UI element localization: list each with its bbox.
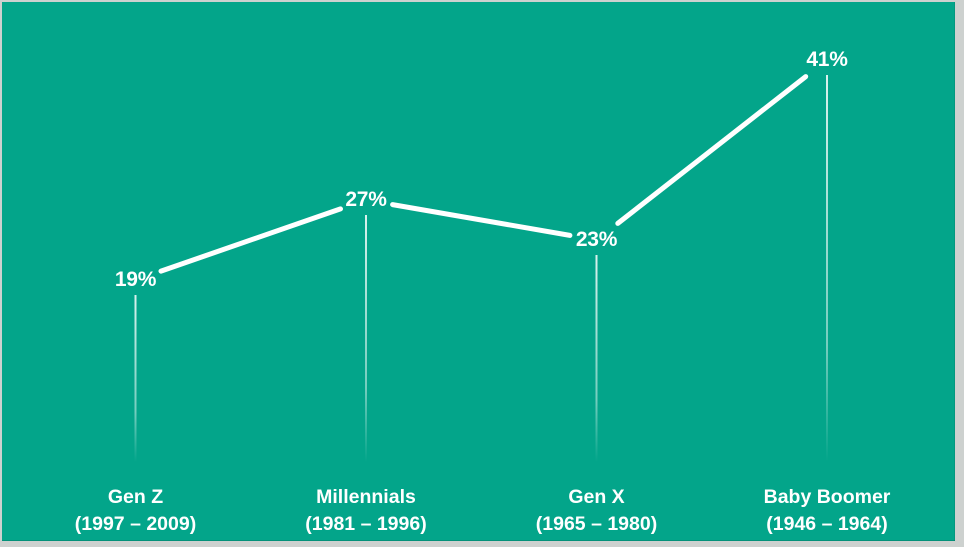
drop-lines-group: [134, 75, 828, 462]
trend-line-segment: [158, 206, 343, 274]
category-year-range: (1997 – 2009): [74, 513, 197, 535]
value-label: 27%: [345, 188, 387, 211]
value-label: 41%: [806, 48, 848, 71]
category-name: Gen X: [568, 486, 625, 508]
trend-line-group: [158, 74, 809, 274]
drop-line: [134, 295, 137, 462]
trend-line-segment: [615, 74, 809, 226]
category-year-range: (1946 – 1964): [766, 513, 888, 535]
category-label: Gen Z (1997 – 2009): [75, 484, 196, 538]
trend-line-segment: [390, 202, 573, 238]
category-year-range: (1981 – 1996): [305, 513, 427, 535]
category-name: Millennials: [316, 486, 416, 508]
drop-line: [826, 75, 828, 462]
value-label: 23%: [575, 228, 618, 251]
category-name: Gen Z: [107, 486, 164, 508]
category-label: Baby Boomer (1946 – 1964): [764, 484, 891, 538]
drop-line: [595, 255, 598, 462]
category-year-range: (1965 – 1980): [535, 513, 658, 535]
category-label: Gen X (1965 – 1980): [536, 484, 657, 538]
category-label: Millennials (1981 – 1996): [305, 484, 426, 538]
category-name: Baby Boomer: [763, 486, 891, 508]
drop-line: [365, 215, 367, 462]
value-label: 19%: [114, 268, 157, 291]
